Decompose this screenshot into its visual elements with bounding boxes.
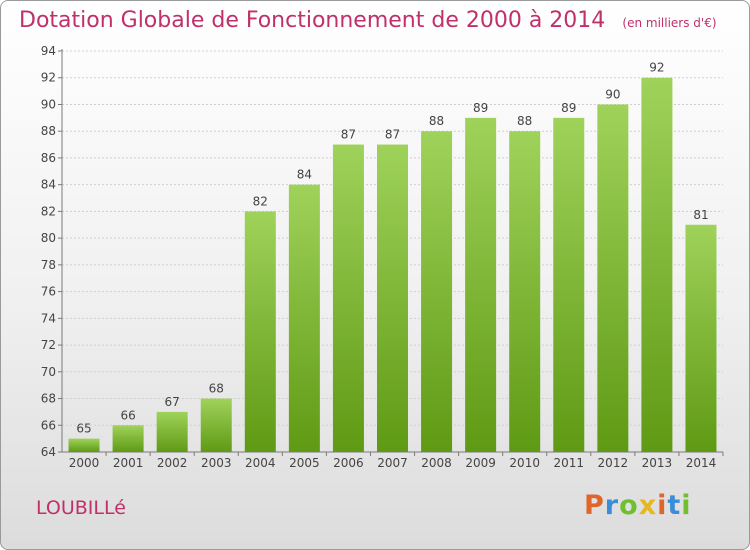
y-tick-label: 74 [41,311,56,325]
data-label: 89 [561,101,576,115]
x-tick-label: 2012 [598,456,629,470]
y-tick-label: 82 [41,204,56,218]
data-label: 90 [605,87,620,101]
bar [465,117,497,452]
data-label: 66 [120,408,135,422]
x-tick-label: 2014 [686,456,717,470]
chart-subtitle: (en milliers d'€) [622,16,717,30]
bar [332,144,364,453]
data-label: 81 [693,208,708,222]
data-label: 88 [429,114,444,128]
data-label: 65 [76,422,91,436]
data-label: 68 [209,382,224,396]
bar [421,131,453,452]
data-label: 84 [297,168,312,182]
data-label: 82 [253,194,268,208]
y-tick-label: 68 [41,392,56,406]
logo-letter: o [619,490,639,521]
y-tick-label: 80 [41,231,56,245]
x-tick-label: 2010 [509,456,540,470]
x-tick-label: 2011 [553,456,584,470]
town-name: LOUBILLé [36,497,126,519]
y-tick-label: 94 [41,44,56,58]
data-label: 67 [165,395,180,409]
bar [377,144,408,453]
x-tick-label: 2004 [245,456,276,470]
x-tick-label: 2003 [201,456,232,470]
x-tick-label: 2005 [289,456,320,470]
y-tick-label: 78 [41,258,56,272]
data-label: 89 [473,101,488,115]
bar [200,398,232,452]
bar [244,211,276,452]
logo-letter: t [667,490,682,521]
y-tick-label: 66 [41,418,56,432]
x-tick-label: 2013 [642,456,673,470]
logo-letter: P [584,490,605,521]
y-tick-label: 86 [41,151,56,165]
y-tick-label: 76 [41,285,56,299]
bar [112,425,144,452]
x-tick-label: 2009 [465,456,496,470]
y-tick-label: 92 [41,71,56,85]
bar [68,438,100,452]
x-tick-label: 2008 [421,456,452,470]
x-tick-label: 2001 [113,456,144,470]
bar [288,184,320,452]
y-tick-label: 90 [41,97,56,111]
bar [553,117,585,452]
data-label: 88 [517,114,532,128]
bar [156,411,188,452]
data-label: 87 [385,128,400,142]
x-tick-label: 2000 [69,456,100,470]
logo-letter: i [681,490,692,521]
logo-letter: i [657,490,668,521]
y-tick-label: 84 [41,178,56,192]
bar [509,131,541,452]
bar [685,224,717,452]
y-tick-label: 88 [41,124,56,138]
y-tick-label: 72 [41,338,56,352]
bar [597,104,629,452]
chart-title: Dotation Globale de Fonctionnement de 20… [19,8,606,33]
x-tick-label: 2007 [377,456,408,470]
data-label: 87 [341,128,356,142]
x-tick-label: 2006 [333,456,364,470]
y-tick-label: 64 [41,445,56,459]
bar [641,77,673,452]
y-tick-label: 70 [41,365,56,379]
data-label: 92 [649,61,664,75]
proxiti-logo: Proxiti [584,490,692,521]
title-row: Dotation Globale de Fonctionnement de 20… [19,8,717,33]
logo-letter: x [638,490,658,521]
x-tick-label: 2002 [157,456,188,470]
logo-letter: r [604,490,620,521]
